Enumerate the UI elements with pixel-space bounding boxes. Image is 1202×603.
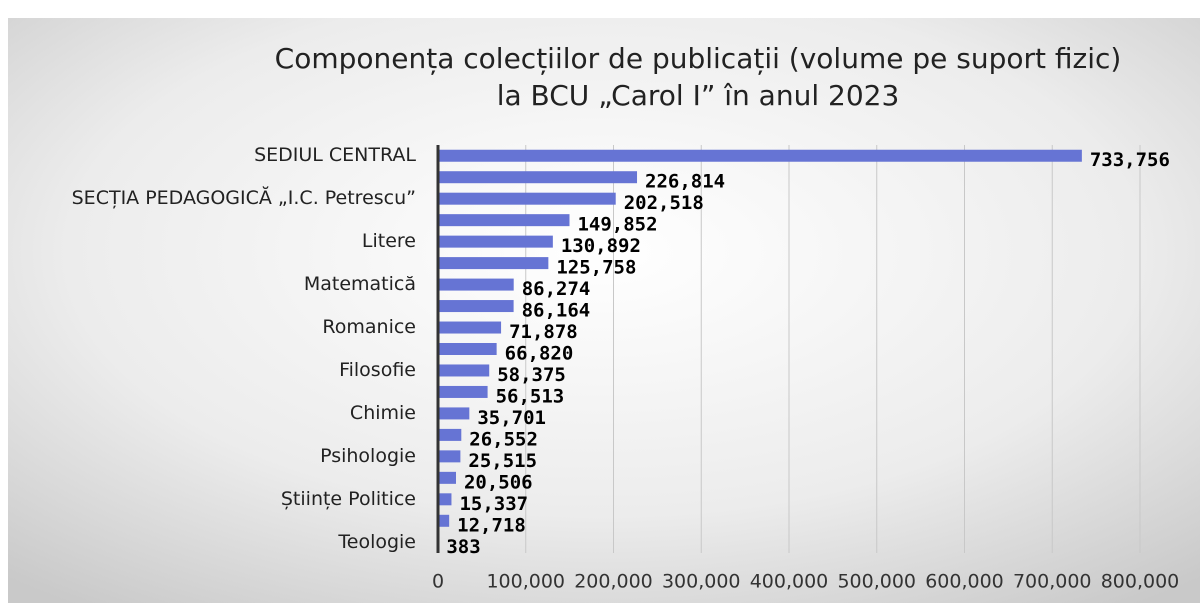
chart-background <box>8 18 1200 603</box>
value-label: 383 <box>446 536 480 558</box>
value-label: 15,337 <box>459 493 528 515</box>
value-label: 202,518 <box>624 192 704 214</box>
bar <box>438 450 461 463</box>
bar <box>438 321 502 334</box>
bar <box>438 257 549 270</box>
y-tick-label: Matematică <box>304 273 416 295</box>
bar <box>438 493 452 506</box>
bar <box>438 514 450 527</box>
bar <box>438 214 570 227</box>
bar <box>438 385 488 398</box>
y-tick-label: Litere <box>362 230 416 252</box>
y-tick-label: Științe Politice <box>281 488 416 510</box>
x-tick-label: 200,000 <box>574 571 653 593</box>
x-tick-label: 500,000 <box>837 571 916 593</box>
bar <box>438 171 638 184</box>
chart-title: Componența colecțiilor de publicații (vo… <box>275 42 1122 75</box>
y-tick-label: Teologie <box>337 531 416 553</box>
x-tick-label: 800,000 <box>1101 571 1180 593</box>
value-label: 35,701 <box>477 407 546 429</box>
value-label: 86,164 <box>522 300 591 322</box>
y-tick-label: Psihologie <box>320 445 416 467</box>
value-label: 130,892 <box>561 235 641 257</box>
value-label: 226,814 <box>645 171 725 193</box>
bar <box>438 149 1082 162</box>
x-tick-label: 100,000 <box>486 571 565 593</box>
value-label: 125,758 <box>556 257 636 279</box>
y-tick-label: SECȚIA PEDAGOGICĂ „I.C. Petrescu” <box>72 185 416 209</box>
value-label: 66,820 <box>505 343 574 365</box>
bar <box>438 471 456 484</box>
value-label: 20,506 <box>464 471 533 493</box>
value-label: 12,718 <box>457 514 526 536</box>
value-label: 26,552 <box>469 428 538 450</box>
bar <box>438 407 470 420</box>
bar <box>438 428 462 441</box>
value-label: 25,515 <box>468 450 537 472</box>
chart-subtitle: la BCU „Carol I” în anul 2023 <box>497 79 900 112</box>
value-label: 58,375 <box>497 364 566 386</box>
x-tick-label: 300,000 <box>662 571 741 593</box>
value-label: 86,274 <box>522 278 591 300</box>
bar <box>438 364 490 377</box>
x-tick-label: 400,000 <box>750 571 829 593</box>
x-tick-label: 0 <box>432 571 444 593</box>
value-label: 56,513 <box>496 385 565 407</box>
y-tick-label: Romanice <box>322 316 416 338</box>
value-label: 733,756 <box>1090 149 1170 171</box>
bar <box>438 278 514 291</box>
y-tick-label: Filosofie <box>339 359 416 381</box>
y-tick-label: Chimie <box>350 402 416 424</box>
bar <box>438 235 553 248</box>
x-tick-label: 700,000 <box>1013 571 1092 593</box>
bar <box>438 192 616 205</box>
x-tick-label: 600,000 <box>925 571 1004 593</box>
y-tick-label: SEDIUL CENTRAL <box>254 144 416 166</box>
bar <box>438 343 497 355</box>
bar <box>438 300 514 313</box>
value-label: 71,878 <box>509 321 578 343</box>
value-label: 149,852 <box>577 214 657 236</box>
